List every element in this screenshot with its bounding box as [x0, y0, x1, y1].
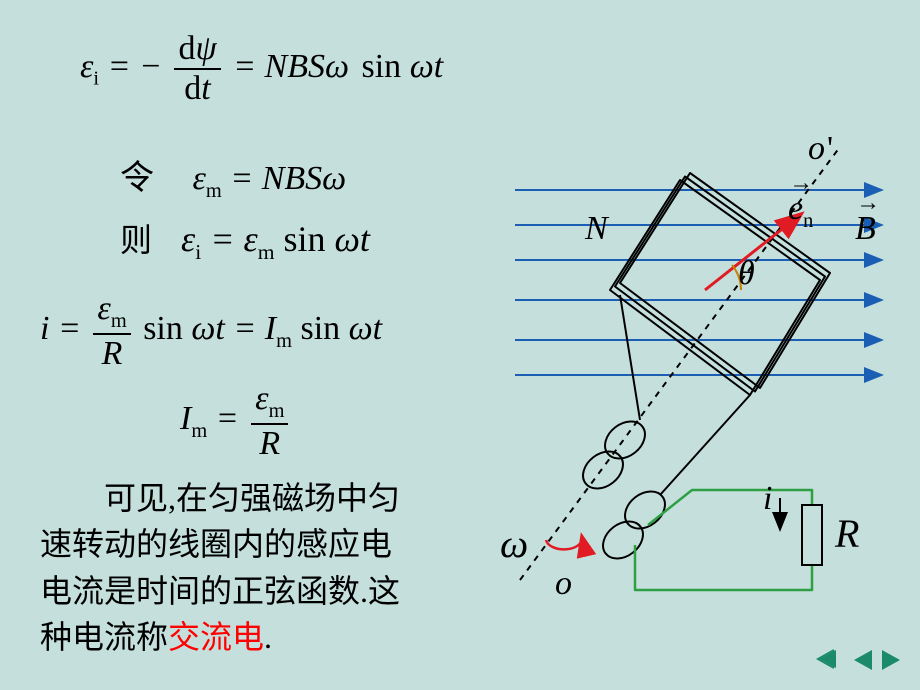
- eq3-em: ε: [244, 219, 258, 259]
- eq4-sin: sin: [143, 310, 183, 347]
- en-n: n: [803, 210, 813, 232]
- label-o-prime: o': [808, 130, 833, 168]
- eq1-sub-i: i: [93, 68, 99, 90]
- nav-next-icon[interactable]: [882, 650, 900, 670]
- nav-controls: [816, 648, 900, 675]
- eq1-dpsi-d: d: [178, 30, 195, 67]
- equation-5: Im = εm R: [180, 380, 292, 463]
- eq3-eps: ε: [181, 219, 195, 259]
- label-B: B: [855, 210, 876, 248]
- ze-label: 则: [120, 222, 152, 258]
- nav-back-icon[interactable]: [816, 648, 850, 670]
- eq2-sub-m: m: [206, 180, 222, 202]
- para-l3: 电流是时间的正弦函数.这: [40, 573, 400, 609]
- eq5-frac-m: m: [269, 400, 285, 422]
- eq1-dt-d: d: [184, 70, 201, 107]
- equation-3-row: 则 εi = εm sin ωt: [120, 215, 370, 265]
- label-en: en: [788, 190, 813, 233]
- eq4-wt2: ωt: [349, 310, 382, 347]
- eq3-eq: =: [210, 219, 243, 259]
- eq4-eq2: = I: [233, 310, 276, 347]
- eq3-sub-i: i: [195, 240, 201, 264]
- eq3-wt: ωt: [335, 219, 370, 259]
- eq5-eq: =: [216, 400, 247, 437]
- eq4-I-m: m: [276, 330, 292, 352]
- eq5-frac-eps: ε: [255, 380, 268, 417]
- eq4-frac-m: m: [111, 310, 127, 332]
- o-text: o: [555, 565, 572, 602]
- equation-4: i = εm R sin ωt = Im sin ωt: [40, 290, 382, 373]
- eq4-frac-R: R: [93, 335, 130, 373]
- o-prime-o: o: [808, 130, 825, 167]
- para-highlight: 交流电: [168, 619, 264, 655]
- label-R: R: [835, 510, 859, 557]
- equation-1: εi = − dψ dt = NBSω sin ωt: [80, 30, 443, 108]
- eq1-nbsw: = NBSω: [233, 48, 349, 85]
- eq1-wt: ωt: [410, 48, 443, 85]
- eq5-I: I: [180, 400, 191, 437]
- eq5-frac-R: R: [251, 425, 288, 463]
- eq5-fraction: εm R: [251, 380, 288, 463]
- diagram-svg: [490, 150, 890, 610]
- eq4-fraction: εm R: [93, 290, 130, 373]
- eq5-sub-m: m: [191, 420, 207, 442]
- label-i: i: [763, 480, 772, 518]
- generator-diagram: o' en B N θ ω o i R: [490, 150, 890, 600]
- para-l4c: .: [264, 619, 272, 655]
- eq2-epsilon: ε: [193, 160, 206, 197]
- nav-prev-icon[interactable]: [854, 650, 872, 670]
- eq3-sin: sin: [283, 219, 334, 259]
- eq3-sub-m: m: [258, 240, 275, 264]
- omega-text: ω: [500, 521, 528, 566]
- N-text: N: [585, 210, 608, 247]
- eq1-t: t: [201, 70, 210, 107]
- eq4-frac-eps: ε: [97, 290, 110, 327]
- label-theta: θ: [738, 255, 755, 293]
- i-text: i: [763, 480, 772, 517]
- equation-2-row: 令 εm = NBSω: [120, 150, 346, 203]
- label-o: o: [555, 565, 572, 603]
- R-text: R: [835, 511, 859, 556]
- para-l1: 可见,在匀强磁场中匀: [40, 480, 400, 516]
- label-omega: ω: [500, 520, 528, 567]
- eq1-epsilon: ε: [80, 48, 93, 85]
- eq1-fraction: dψ dt: [174, 30, 220, 108]
- explanation-paragraph: 可见,在匀强磁场中匀 速转动的线圈内的感应电 电流是时间的正弦函数.这 种电流称…: [40, 475, 480, 661]
- para-l2: 速转动的线圈内的感应电: [40, 526, 392, 562]
- eq1-psi: ψ: [195, 30, 216, 67]
- eq2-rhs: = NBSω: [230, 160, 346, 197]
- label-N: N: [585, 210, 608, 248]
- B-text: B: [855, 210, 876, 247]
- slide-page: εi = − dψ dt = NBSω sin ωt 令 εm = NBSω 则…: [0, 0, 920, 690]
- para-l4a: 种电流称: [40, 619, 168, 655]
- o-prime-apos: ': [827, 130, 833, 167]
- eq1-sin: sin: [362, 48, 402, 85]
- eq4-sin2: sin: [300, 310, 348, 347]
- eq1-equals-neg: = −: [108, 48, 162, 85]
- eq4-wt: ωt: [191, 310, 224, 347]
- en-e: e: [788, 190, 803, 227]
- ling-label: 令: [120, 160, 154, 197]
- eq4-i: i: [40, 310, 49, 347]
- theta-text: θ: [738, 255, 755, 292]
- eq4-eq: =: [58, 310, 89, 347]
